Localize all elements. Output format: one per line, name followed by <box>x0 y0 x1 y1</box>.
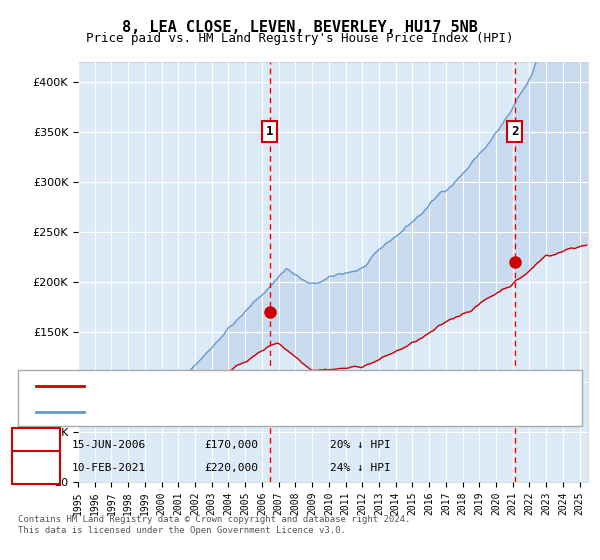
Text: Price paid vs. HM Land Registry's House Price Index (HPI): Price paid vs. HM Land Registry's House … <box>86 32 514 45</box>
Text: 20% ↓ HPI: 20% ↓ HPI <box>330 440 391 450</box>
Text: £170,000: £170,000 <box>204 440 258 450</box>
Text: 8, LEA CLOSE, LEVEN, BEVERLEY, HU17 5NB: 8, LEA CLOSE, LEVEN, BEVERLEY, HU17 5NB <box>122 20 478 35</box>
Text: 2: 2 <box>511 125 518 138</box>
Text: £220,000: £220,000 <box>204 463 258 473</box>
Text: 2: 2 <box>32 461 40 474</box>
Text: 15-JUN-2006: 15-JUN-2006 <box>72 440 146 450</box>
Text: 24% ↓ HPI: 24% ↓ HPI <box>330 463 391 473</box>
Text: HPI: Average price, detached house, East Riding of Yorkshire: HPI: Average price, detached house, East… <box>90 408 465 418</box>
Text: 1: 1 <box>266 125 274 138</box>
Text: Contains HM Land Registry data © Crown copyright and database right 2024.
This d: Contains HM Land Registry data © Crown c… <box>18 515 410 535</box>
Text: 10-FEB-2021: 10-FEB-2021 <box>72 463 146 473</box>
Text: 1: 1 <box>32 438 40 452</box>
Text: 8, LEA CLOSE, LEVEN, BEVERLEY, HU17 5NB (detached house): 8, LEA CLOSE, LEVEN, BEVERLEY, HU17 5NB … <box>90 382 440 393</box>
